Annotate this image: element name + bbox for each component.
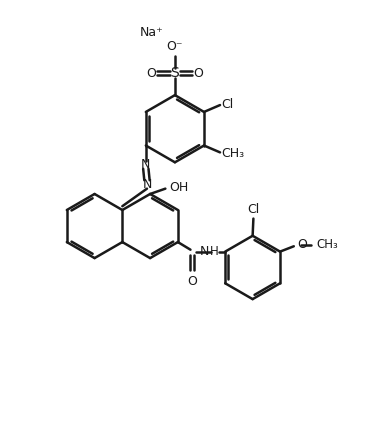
Text: O: O — [146, 67, 156, 80]
Text: O: O — [194, 67, 204, 80]
Text: Na⁺: Na⁺ — [139, 26, 163, 39]
Text: CH₃: CH₃ — [222, 147, 245, 160]
Text: N: N — [200, 245, 209, 258]
Text: OH: OH — [169, 181, 188, 194]
Text: S: S — [171, 66, 179, 80]
Text: O: O — [297, 238, 307, 251]
Text: O: O — [187, 275, 197, 288]
Text: H: H — [210, 245, 219, 258]
Text: Cl: Cl — [222, 98, 234, 111]
Text: N: N — [141, 158, 151, 171]
Text: O⁻: O⁻ — [167, 40, 183, 53]
Text: Cl: Cl — [247, 203, 260, 216]
Text: CH₃: CH₃ — [316, 238, 338, 251]
Text: N: N — [142, 178, 152, 191]
